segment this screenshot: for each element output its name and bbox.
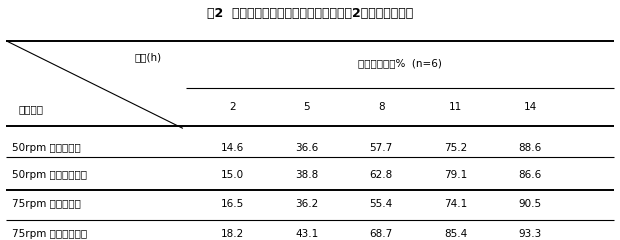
Text: 2: 2 [229,102,236,112]
Text: 75rpm 基质型缓释片: 75rpm 基质型缓释片 [12,229,87,239]
Text: 8: 8 [378,102,384,112]
Text: 16.5: 16.5 [221,199,244,209]
Text: 38.8: 38.8 [295,170,319,180]
Text: 79.1: 79.1 [444,170,467,180]
Text: 85.4: 85.4 [444,229,467,239]
Text: 11: 11 [449,102,463,112]
Text: 50rpm 基质型缓释片: 50rpm 基质型缓释片 [12,170,87,180]
Text: 75rpm 本发明制剂: 75rpm 本发明制剂 [12,199,81,209]
Text: 74.1: 74.1 [444,199,467,209]
Text: 50rpm 本发明制剂: 50rpm 本发明制剂 [12,143,81,153]
Text: 时间(h): 时间(h) [134,53,161,63]
Text: 62.8: 62.8 [370,170,393,180]
Text: 5: 5 [304,102,310,112]
Text: 18.2: 18.2 [221,229,244,239]
Text: 表2  不同转速下本发明制剂与对比实施例2释放度对比研究: 表2 不同转速下本发明制剂与对比实施例2释放度对比研究 [207,7,413,20]
Text: 36.6: 36.6 [295,143,319,153]
Text: 样品名称: 样品名称 [19,104,43,114]
Text: 43.1: 43.1 [295,229,319,239]
Text: 88.6: 88.6 [518,143,542,153]
Text: 14.6: 14.6 [221,143,244,153]
Text: 15.0: 15.0 [221,170,244,180]
Text: 90.5: 90.5 [518,199,542,209]
Text: 86.6: 86.6 [518,170,542,180]
Text: 平均释放度，%  (n=6): 平均释放度，% (n=6) [358,59,442,69]
Text: 68.7: 68.7 [370,229,393,239]
Text: 57.7: 57.7 [370,143,393,153]
Text: 14: 14 [523,102,537,112]
Text: 55.4: 55.4 [370,199,393,209]
Text: 75.2: 75.2 [444,143,467,153]
Text: 36.2: 36.2 [295,199,319,209]
Text: 93.3: 93.3 [518,229,542,239]
